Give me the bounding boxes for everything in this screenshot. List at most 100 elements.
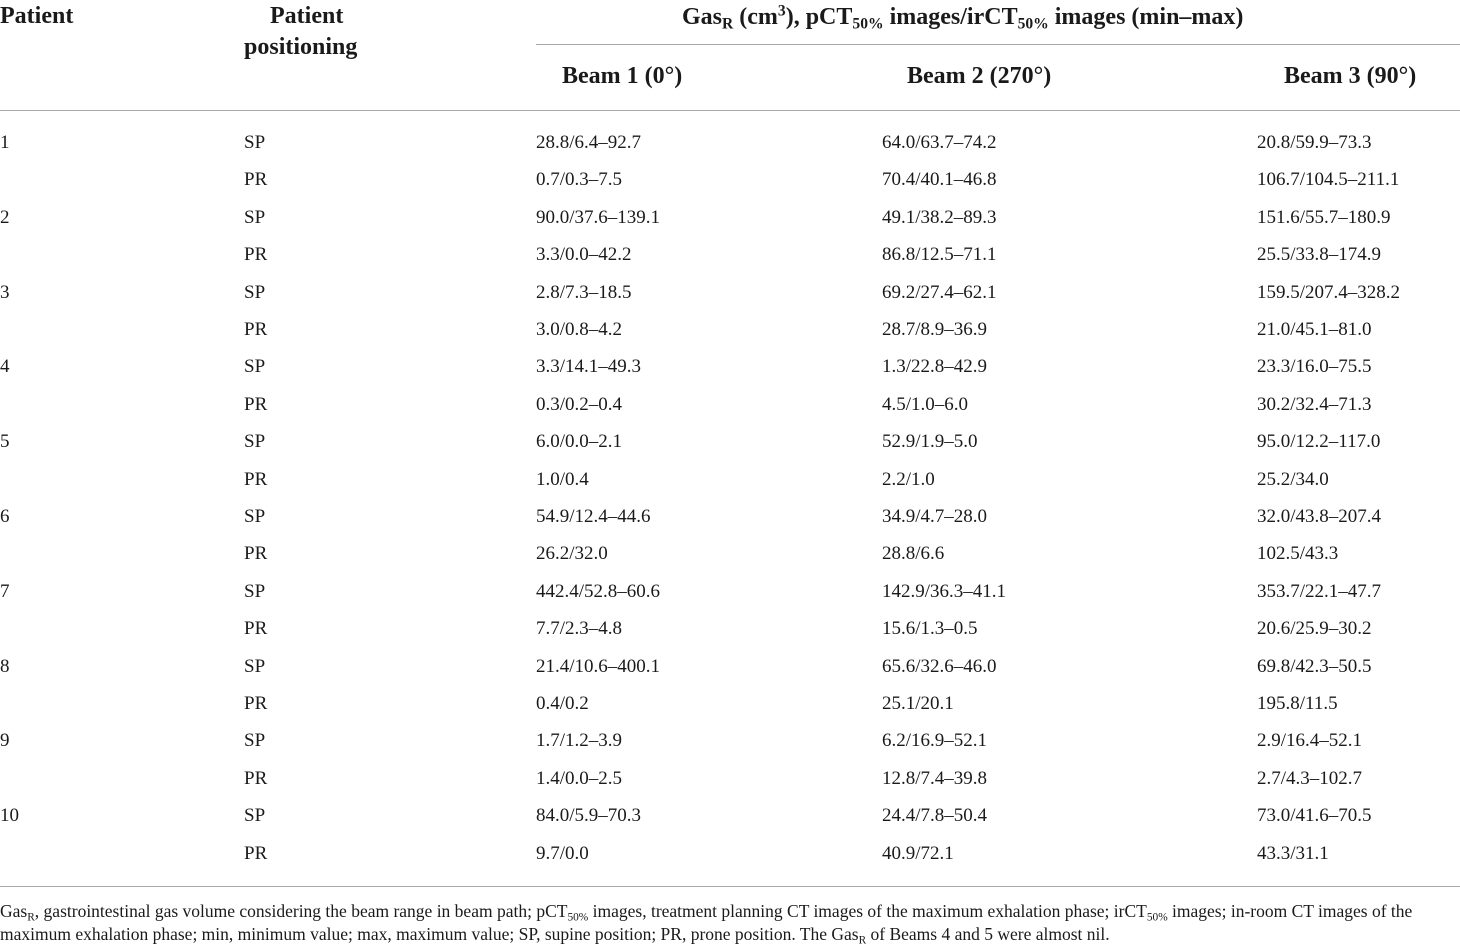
positioning-cell: PR [244,768,268,789]
beam-2-cell: 25.1/20.1 [882,693,954,714]
patient-cell: 2 [0,207,10,228]
beam-3-cell: 2.9/16.4–52.1 [1257,730,1363,751]
positioning-cell: PR [244,843,268,864]
beam-3-cell: 73.0/41.6–70.5 [1257,805,1372,826]
positioning-cell: SP [244,730,266,751]
positioning-cell: PR [244,693,268,714]
beam-1-cell: 3.3/0.0–42.2 [536,244,632,265]
positioning-cell: SP [244,581,266,602]
beam-2-cell: 15.6/1.3–0.5 [882,618,978,639]
positioning-cell: PR [244,169,268,190]
patient-cell: 6 [0,506,10,527]
positioning-cell: SP [244,132,266,153]
positioning-cell: SP [244,282,266,303]
beam-1-cell: 3.0/0.8–4.2 [536,319,623,340]
beam-3-cell: 32.0/43.8–207.4 [1257,506,1382,527]
table-footnote: GasR, gastrointestinal gas volume consid… [0,901,1413,946]
beam-3-cell: 20.6/25.9–30.2 [1257,618,1372,639]
beam-1-cell: 90.0/37.6–139.1 [536,207,661,228]
beam-1-cell: 9.7/0.0 [536,843,589,864]
patient-cell: 10 [0,805,19,826]
beam-3-cell: 195.8/11.5 [1257,693,1338,714]
beam-1-cell: 26.2/32.0 [536,543,608,564]
beam-1-cell: 442.4/52.8–60.6 [536,581,661,602]
beam-2-cell: 34.9/4.7–28.0 [882,506,988,527]
beam-1-cell: 1.0/0.4 [536,469,589,490]
beam-2-cell: 69.2/27.4–62.1 [882,282,997,303]
beam-1-cell: 54.9/12.4–44.6 [536,506,651,527]
beam-3-cell: 43.3/31.1 [1257,843,1329,864]
patient-cell: 4 [0,356,10,377]
patient-cell: 8 [0,656,10,677]
beam-2-cell: 2.2/1.0 [882,469,935,490]
beam-1-cell: 28.8/6.4–92.7 [536,132,642,153]
beam-2-cell: 4.5/1.0–6.0 [882,394,969,415]
positioning-cell: PR [244,394,268,415]
positioning-cell: PR [244,319,268,340]
beam-1-cell: 2.8/7.3–18.5 [536,282,632,303]
header-patient: Patient [0,3,74,29]
patient-cell: 5 [0,431,10,452]
beam-2-cell: 142.9/36.3–41.1 [882,581,1007,602]
beam-1-cell: 0.7/0.3–7.5 [536,169,623,190]
beam-3-cell: 20.8/59.9–73.3 [1257,132,1372,153]
header-beam-2: Beam 2 (270°) [907,63,1052,89]
beam-2-cell: 28.8/6.6 [882,543,945,564]
positioning-cell: SP [244,431,266,452]
patient-cell: 9 [0,730,10,751]
positioning-cell: SP [244,506,266,527]
beam-2-cell: 49.1/38.2–89.3 [882,207,997,228]
beam-2-cell: 1.3/22.8–42.9 [882,356,988,377]
beam-3-cell: 353.7/22.1–47.7 [1257,581,1382,602]
positioning-cell: PR [244,244,268,265]
patient-cell: 1 [0,132,10,153]
beam-1-cell: 3.3/14.1–49.3 [536,356,642,377]
beam-3-cell: 23.3/16.0–75.5 [1257,356,1372,377]
beam-2-cell: 6.2/16.9–52.1 [882,730,988,751]
header-beam-3: Beam 3 (90°) [1284,63,1417,89]
beam-1-cell: 21.4/10.6–400.1 [536,656,661,677]
beam-3-cell: 25.5/33.8–174.9 [1257,244,1382,265]
beam-3-cell: 25.2/34.0 [1257,469,1329,490]
patient-cell: 7 [0,581,10,602]
positioning-cell: PR [244,543,268,564]
positioning-cell: SP [244,805,266,826]
beam-3-cell: 102.5/43.3 [1257,543,1339,564]
positioning-cell: PR [244,469,268,490]
beam-3-cell: 21.0/45.1–81.0 [1257,319,1372,340]
header-positioning-line1: Patient [270,3,344,29]
positioning-cell: SP [244,656,266,677]
beam-2-cell: 24.4/7.8–50.4 [882,805,988,826]
header-group-title: GasR (cm3), pCT50% images/irCT50% images… [682,2,1244,33]
beam-3-cell: 69.8/42.3–50.5 [1257,656,1372,677]
header-beam-1: Beam 1 (0°) [562,63,683,89]
header-positioning-line2: positioning [244,34,358,60]
beam-2-cell: 65.6/32.6–46.0 [882,656,997,677]
positioning-cell: PR [244,618,268,639]
beam-2-cell: 70.4/40.1–46.8 [882,169,997,190]
beam-1-cell: 1.7/1.2–3.9 [536,730,623,751]
positioning-cell: SP [244,207,266,228]
beam-2-cell: 40.9/72.1 [882,843,954,864]
beam-2-cell: 12.8/7.4–39.8 [882,768,988,789]
beam-1-cell: 84.0/5.9–70.3 [536,805,642,826]
beam-1-cell: 7.7/2.3–4.8 [536,618,623,639]
beam-3-cell: 151.6/55.7–180.9 [1257,207,1391,228]
beam-3-cell: 95.0/12.2–117.0 [1257,431,1381,452]
beam-1-cell: 6.0/0.0–2.1 [536,431,623,452]
beam-3-cell: 30.2/32.4–71.3 [1257,394,1372,415]
beam-2-cell: 28.7/8.9–36.9 [882,319,988,340]
beam-3-cell: 2.7/4.3–102.7 [1257,768,1363,789]
beam-1-cell: 1.4/0.0–2.5 [536,768,623,789]
patient-cell: 3 [0,282,10,303]
beam-1-cell: 0.4/0.2 [536,693,589,714]
beam-2-cell: 64.0/63.7–74.2 [882,132,997,153]
table-bottom-rule [0,886,1460,887]
beam-2-cell: 86.8/12.5–71.1 [882,244,997,265]
positioning-cell: SP [244,356,266,377]
beam-1-cell: 0.3/0.2–0.4 [536,394,623,415]
header-bottom-rule [0,110,1460,111]
beam-2-cell: 52.9/1.9–5.0 [882,431,978,452]
header-group-rule [536,44,1460,45]
beam-3-cell: 106.7/104.5–211.1 [1257,169,1400,190]
